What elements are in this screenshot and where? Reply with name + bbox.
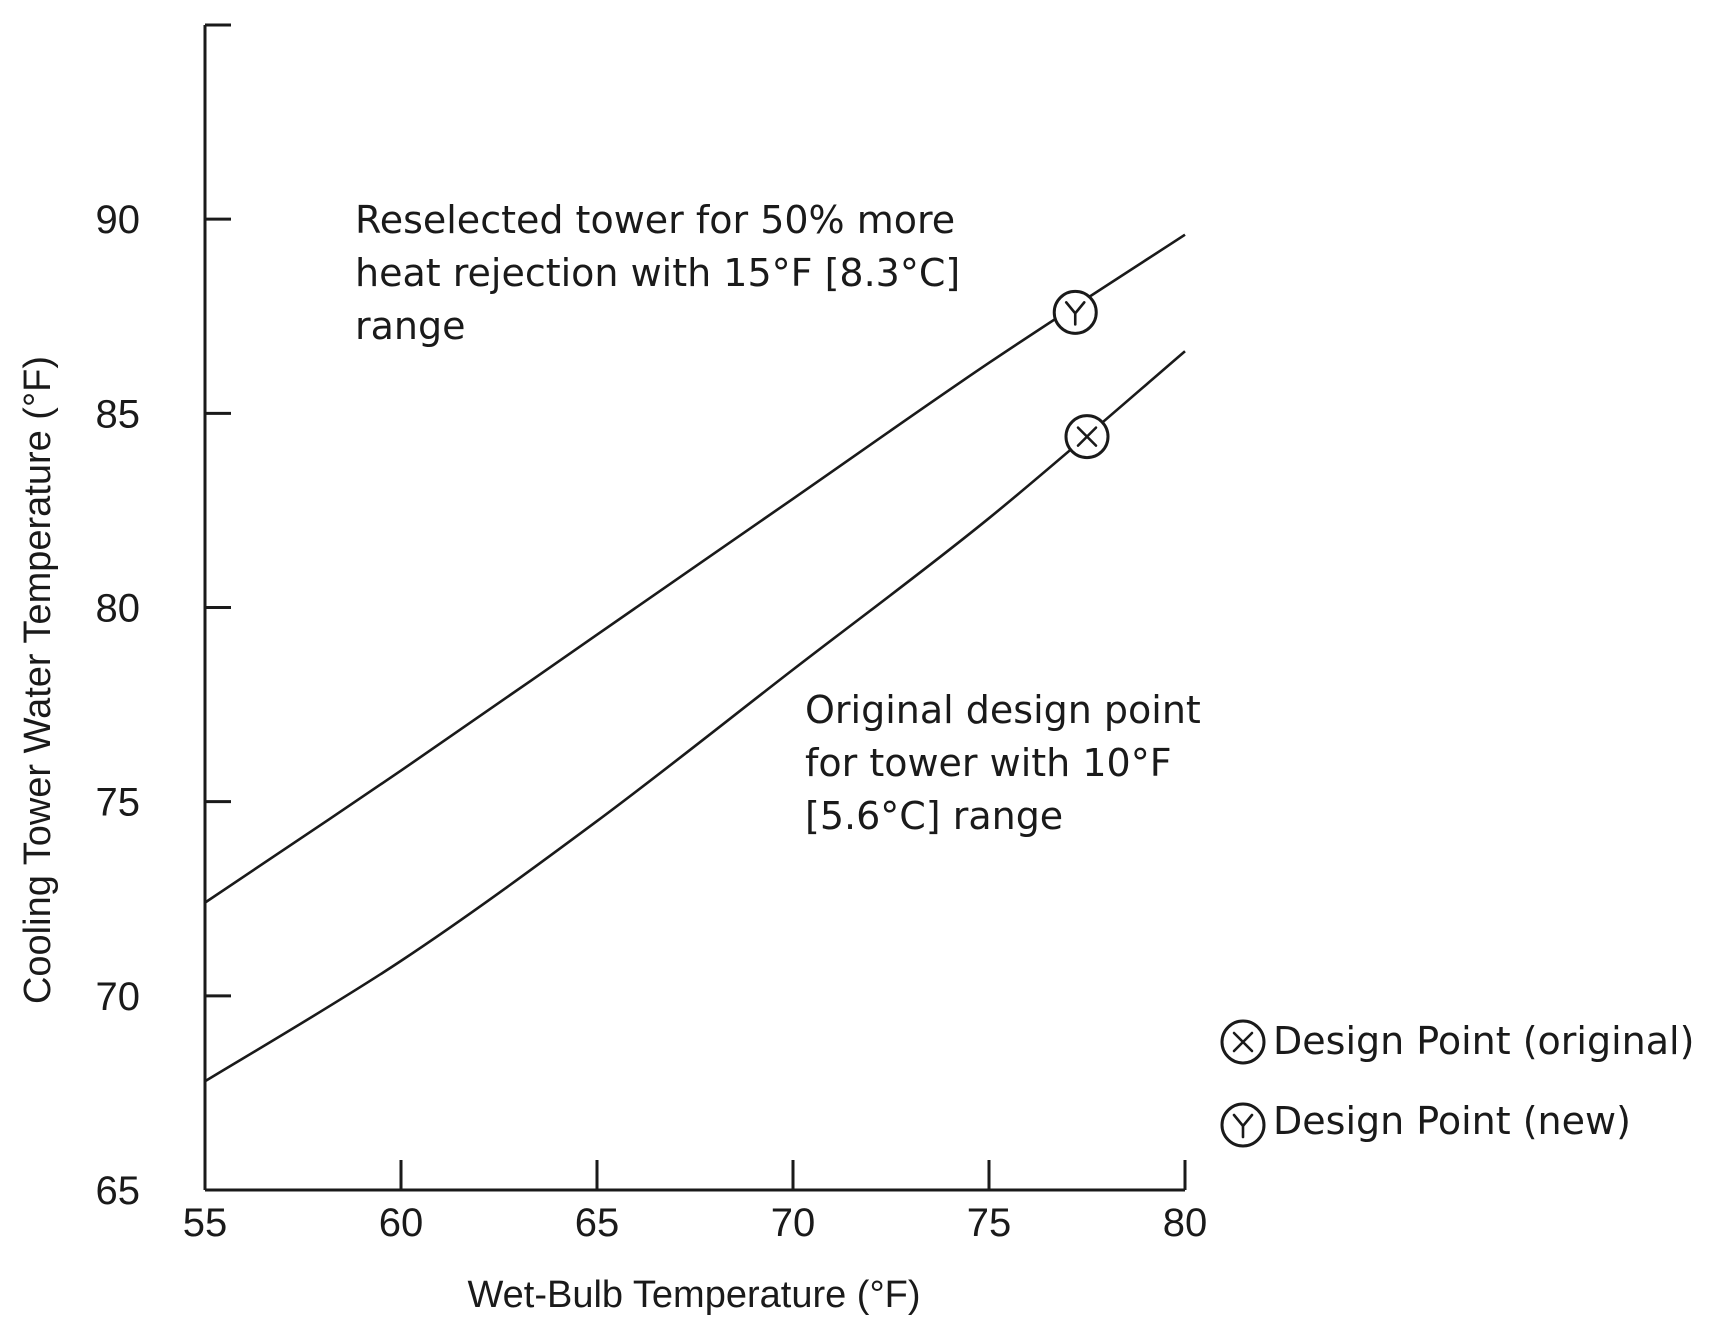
y-tick-label: 80	[96, 587, 141, 631]
series-layer	[204, 233, 1186, 1083]
y-circle-icon	[1220, 1102, 1266, 1148]
legend-item-original: Design Point (original)	[1220, 1019, 1694, 1065]
y-axis-ticks: 65 70 75 80 85 90	[96, 198, 231, 1213]
legend-label-original: Design Point (original)	[1273, 1019, 1694, 1063]
original-annotation-line-1: Original design point	[805, 688, 1201, 732]
y-tick-label: 70	[96, 975, 141, 1019]
original-annotation: Original design point for tower with 10°…	[805, 688, 1213, 838]
legend-item-new: Design Point (new)	[1220, 1099, 1631, 1148]
reselected-annotation: Reselected tower for 50% more heat rejec…	[355, 198, 972, 348]
series-line-reselected	[204, 233, 1186, 904]
x-axis-ticks: 55 60 65 70 75 80	[183, 1160, 1208, 1245]
x-tick-label: 75	[967, 1201, 1012, 1245]
series-line-original	[204, 350, 1186, 1083]
y-tick-label: 90	[96, 198, 141, 242]
x-tick-label: 55	[183, 1201, 228, 1245]
legend-label-new: Design Point (new)	[1273, 1099, 1631, 1143]
x-tick-label: 70	[771, 1201, 816, 1245]
x-tick-label: 80	[1163, 1201, 1208, 1245]
x-axis-title: Wet-Bulb Temperature (°F)	[467, 1274, 920, 1316]
original-annotation-line-3: [5.6°C] range	[805, 794, 1063, 838]
x-tick-label: 65	[575, 1201, 620, 1245]
y-tick-label: 75	[96, 781, 141, 825]
reselected-annotation-line-2: heat rejection with 15°F [8.3°C]	[355, 251, 960, 295]
x-circle-icon	[1220, 1019, 1266, 1065]
legend: Design Point (original) Design Point (ne…	[1220, 1019, 1694, 1148]
reselected-annotation-line-3: range	[355, 304, 466, 348]
marker-layer	[1052, 289, 1110, 460]
x-tick-label: 60	[379, 1201, 424, 1245]
design-point-marker-original	[1064, 414, 1110, 460]
original-annotation-line-2: for tower with 10°F	[805, 741, 1172, 785]
y-tick-label: 85	[96, 392, 141, 436]
y-axis-title: Cooling Tower Water Temperature (°F)	[17, 356, 59, 1004]
reselected-annotation-line-1: Reselected tower for 50% more	[355, 198, 955, 242]
y-tick-label: 65	[96, 1169, 141, 1213]
design-point-marker-reselected	[1052, 289, 1098, 335]
